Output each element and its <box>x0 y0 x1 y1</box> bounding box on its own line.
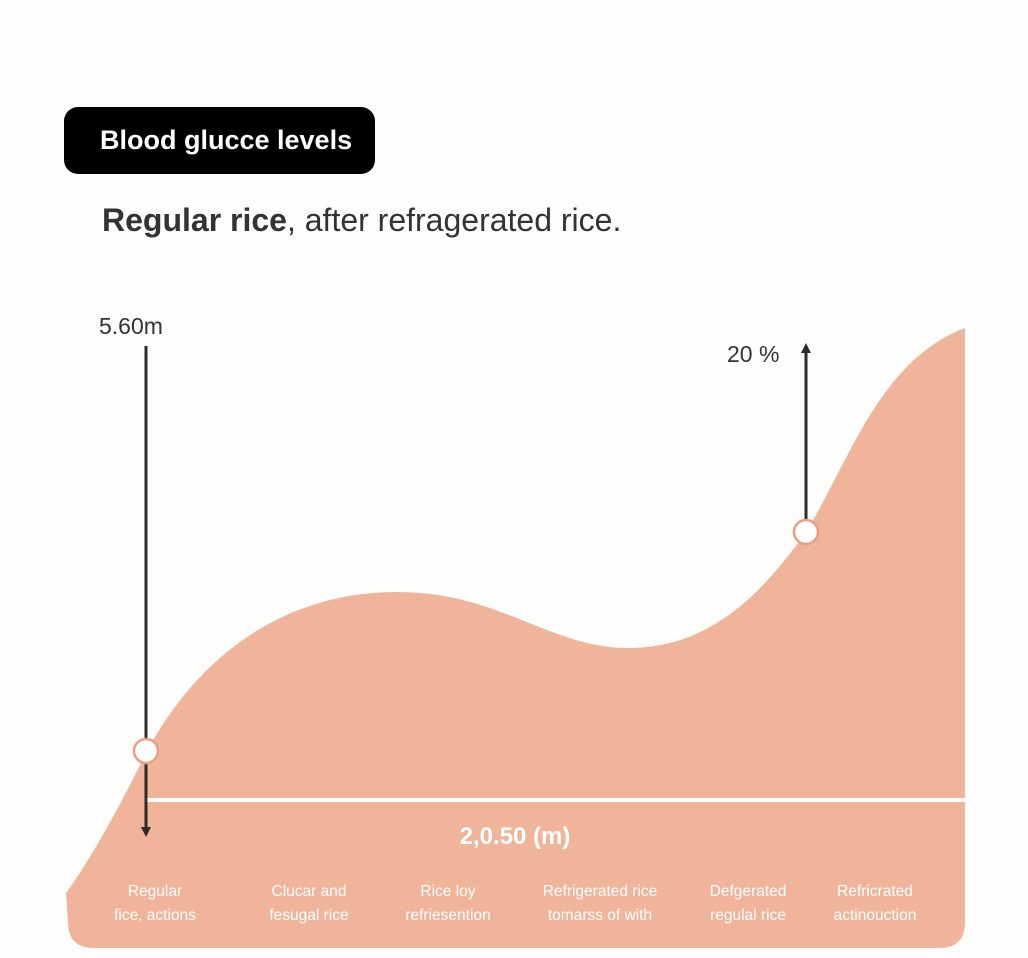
chart-subtitle: Regular rice, after refragerated rice. <box>102 202 621 239</box>
category-label-1: Regular fice, actions <box>114 883 196 924</box>
data-point-marker-right <box>792 518 820 546</box>
subtitle-bold: Regular rice <box>102 202 287 238</box>
category-label-4: Refrigerated rice tomarss of with <box>542 883 658 924</box>
baseline-value-label: 2,0.50 (m) <box>459 823 571 850</box>
category-label-6: Refricrated actinouction <box>833 883 917 924</box>
data-point-marker-left <box>132 737 160 765</box>
subtitle-rest: , after refragerated rice. <box>286 202 622 238</box>
area-series <box>66 328 965 948</box>
category-label-5: Defgerated regulal rice <box>709 883 787 924</box>
chart-title-badge: Blood glucce levels <box>64 107 375 174</box>
left-value-label: 5.60m <box>99 313 163 339</box>
right-value-label: 20 % <box>727 341 780 367</box>
category-label-2: Clucar and fesugal rice <box>269 883 349 924</box>
chart-title: Blood glucce levels <box>100 125 353 155</box>
category-label-3: Rice loy refriesention <box>405 883 491 924</box>
